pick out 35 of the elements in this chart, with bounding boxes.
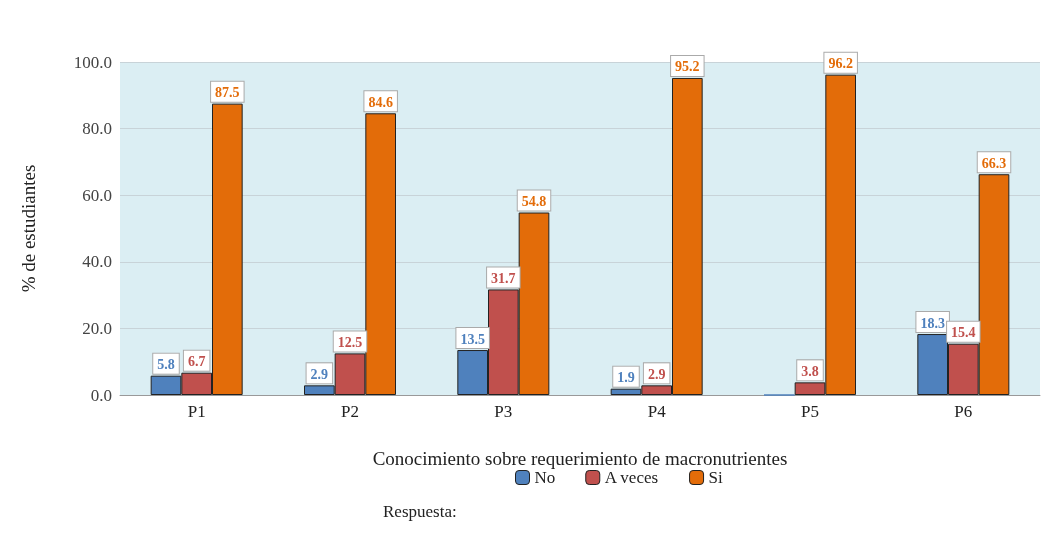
data-label: 87.5 (215, 85, 240, 101)
y-tick-label: 40.0 (82, 252, 112, 272)
data-label: 2.9 (647, 366, 666, 382)
y-tick-label: 80.0 (82, 119, 112, 139)
data-label: 5.8 (157, 357, 175, 373)
data-label: 54.8 (521, 194, 547, 210)
legend-label: No (534, 468, 556, 487)
y-tick-label: 60.0 (82, 185, 112, 205)
y-axis-title: % de estudiantes (18, 164, 39, 293)
x-tick-label: P4 (647, 402, 667, 421)
data-label: 12.5 (337, 334, 363, 350)
x-tick-label: P6 (954, 402, 973, 421)
data-label: 95.2 (675, 59, 700, 75)
legend-label: Si (708, 468, 724, 487)
x-tick-label: P2 (341, 402, 359, 421)
x-axis-title: Conocimiento sobre requerimiento de macronutrientes (372, 448, 788, 469)
data-label: 2.9 (310, 366, 329, 382)
y-tick-label: 20.0 (82, 318, 112, 338)
legend-title: Respuesta: (383, 502, 457, 521)
data-label: 13.5 (460, 331, 485, 347)
x-tick-label: P1 (187, 402, 206, 421)
x-tick-label: P5 (801, 402, 819, 421)
x-tick-label: P3 (494, 402, 513, 421)
legend-label: A veces (604, 468, 659, 487)
data-label: 96.2 (828, 56, 853, 72)
data-label: 66.3 (981, 155, 1007, 171)
data-label: 3.8 (801, 363, 819, 379)
data-label: 18.3 (920, 315, 945, 331)
data-label: 6.7 (187, 354, 206, 370)
y-tick-label: 100.0 (73, 52, 112, 72)
data-label: 1.9 (617, 370, 635, 386)
y-tick-label: 0.0 (90, 385, 112, 405)
data-label: 31.7 (491, 270, 516, 286)
data-label: 84.6 (368, 94, 393, 110)
data-label: 15.4 (951, 325, 976, 341)
